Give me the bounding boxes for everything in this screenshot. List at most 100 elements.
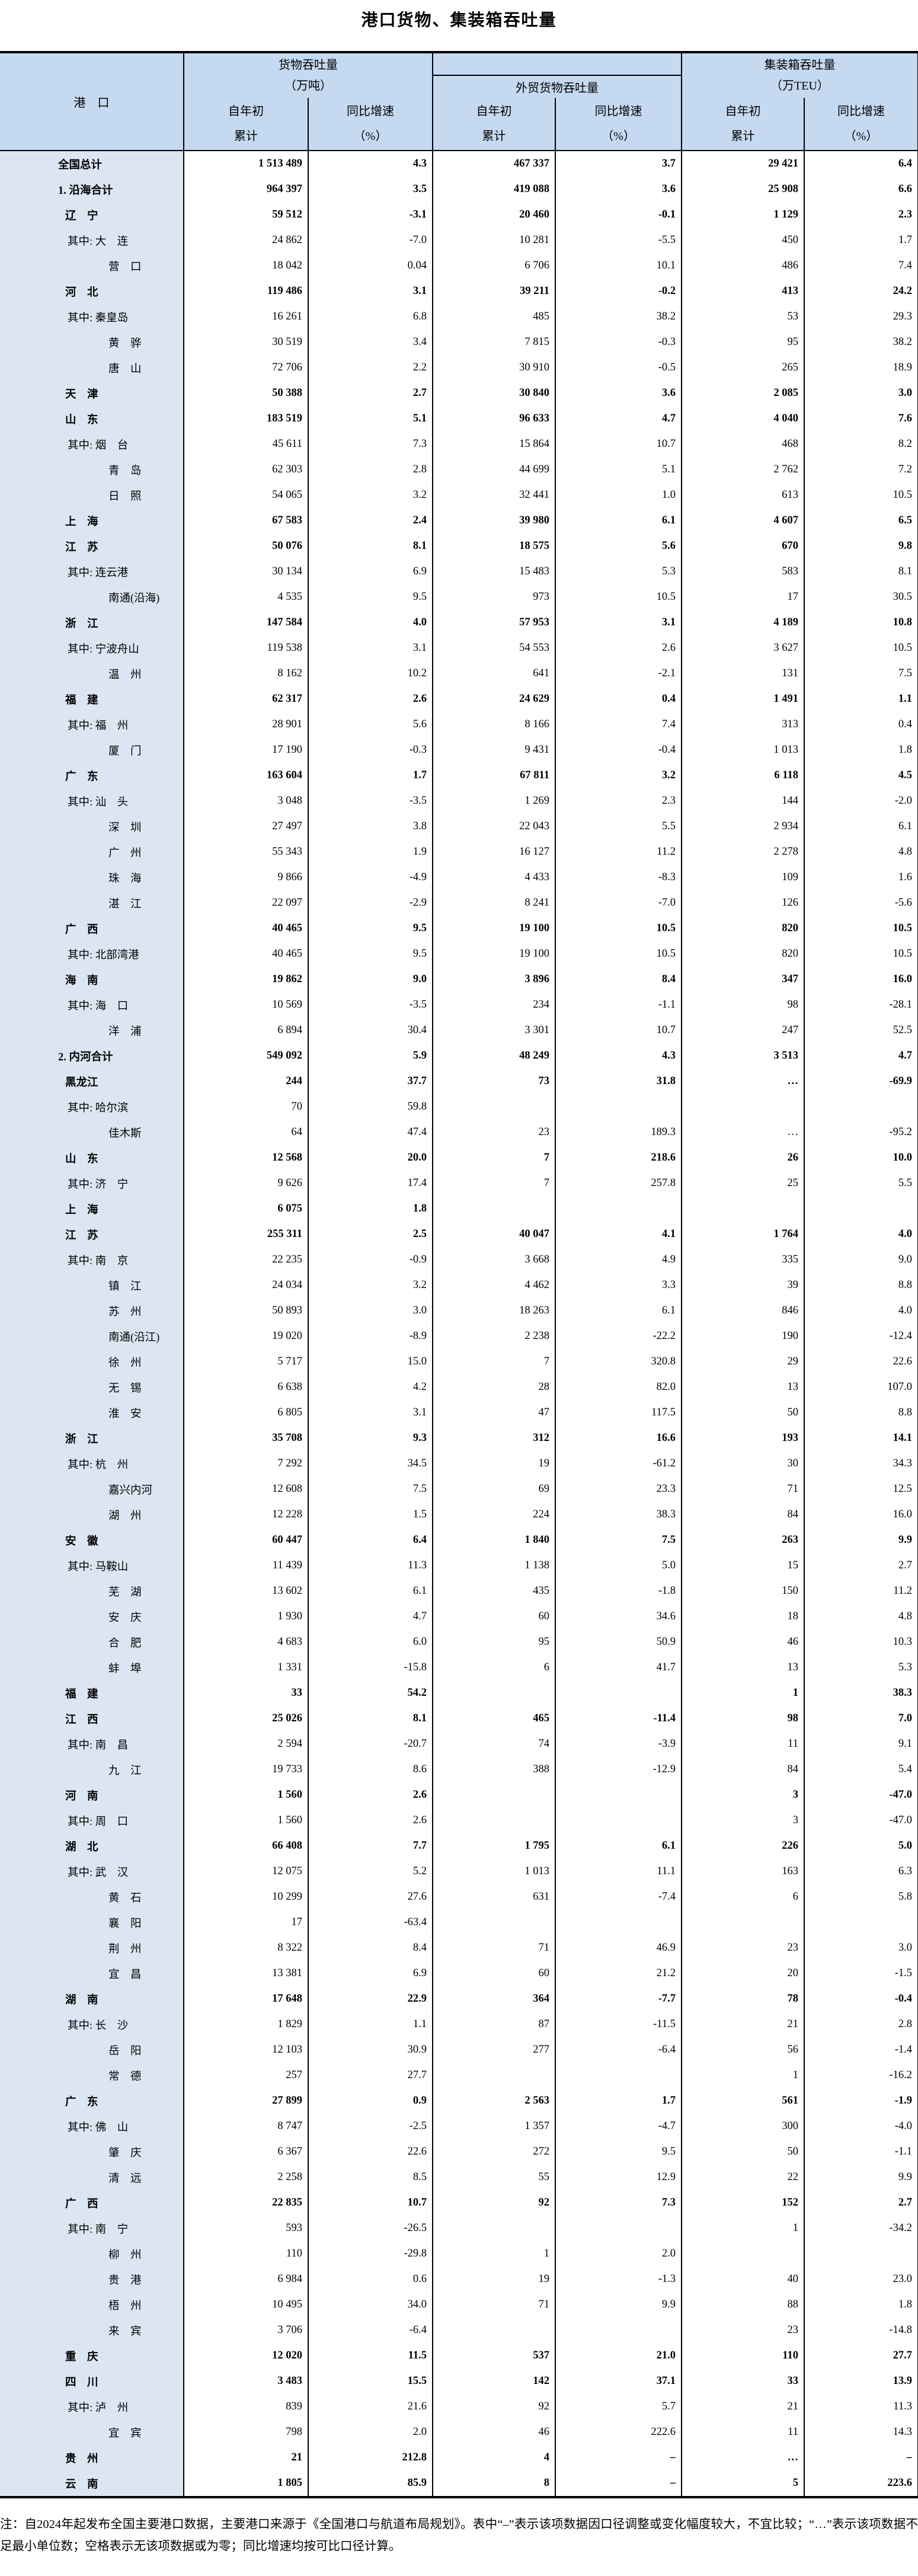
port-label: 宜 宾 bbox=[0, 2420, 184, 2445]
value-cell: 46.9 bbox=[555, 1935, 682, 1961]
table-row: 其中: 秦皇岛 16 261 6.8 485 38.2 53 29.3 bbox=[0, 304, 918, 330]
value-cell: 1 bbox=[681, 1680, 804, 1706]
value-cell: 95 bbox=[432, 1629, 555, 1655]
footnote: 注：自2024年起发布全国主要港口数据，主要港口来源于《全国港口与航道布局规划》… bbox=[0, 2518, 918, 2553]
value-cell: 820 bbox=[681, 916, 804, 941]
column-group-cargo: 货物吞吐量 （万吨） bbox=[183, 52, 433, 98]
value-cell bbox=[432, 1094, 555, 1120]
value-cell: 9 626 bbox=[183, 1171, 308, 1196]
value-cell: 30.5 bbox=[804, 584, 918, 610]
value-cell: 255 311 bbox=[183, 1222, 308, 1247]
value-cell: 247 bbox=[681, 1018, 804, 1043]
value-cell: 87 bbox=[432, 2012, 555, 2037]
value-cell: 11.3 bbox=[804, 2394, 918, 2420]
value-cell: 19 bbox=[432, 2267, 555, 2292]
value-cell: 9.9 bbox=[804, 2165, 918, 2190]
port-label: 全国总计 bbox=[0, 151, 184, 177]
value-cell: 7.7 bbox=[308, 1833, 433, 1859]
value-cell: 11 bbox=[681, 2420, 804, 2445]
port-label: 日 照 bbox=[0, 482, 184, 508]
value-cell: 7.6 bbox=[804, 406, 918, 432]
value-cell: 59 512 bbox=[183, 202, 308, 228]
value-cell: 8.2 bbox=[804, 432, 918, 457]
value-cell: -16.2 bbox=[804, 2063, 918, 2088]
value-cell: 6 118 bbox=[681, 763, 804, 788]
value-cell: 72 706 bbox=[183, 355, 308, 381]
port-label: 来 宾 bbox=[0, 2318, 184, 2343]
value-cell: -3.9 bbox=[555, 1731, 682, 1757]
value-cell: 37.1 bbox=[555, 2369, 682, 2394]
port-label: 安 庆 bbox=[0, 1604, 184, 1629]
value-cell: 40 465 bbox=[183, 916, 308, 941]
value-cell: 313 bbox=[681, 712, 804, 737]
value-cell: 96 633 bbox=[432, 406, 555, 432]
value-cell: 7.5 bbox=[804, 661, 918, 686]
value-cell bbox=[681, 1196, 804, 1222]
value-cell: 5.5 bbox=[555, 814, 682, 839]
table-row: 湛 江 22 097 -2.9 8 241 -7.0 126 -5.6 bbox=[0, 890, 918, 916]
value-cell: 10.5 bbox=[804, 482, 918, 508]
value-cell: 44 699 bbox=[432, 457, 555, 482]
table-row: 山 东 183 519 5.1 96 633 4.7 4 040 7.6 bbox=[0, 406, 918, 432]
value-cell: 9.8 bbox=[804, 533, 918, 559]
value-cell bbox=[432, 2318, 555, 2343]
value-cell bbox=[432, 1782, 555, 1808]
value-cell: 39 bbox=[681, 1273, 804, 1298]
table-row: 其中: 泸 州 839 21.6 92 5.7 21 11.3 bbox=[0, 2394, 918, 2420]
value-cell: 22 043 bbox=[432, 814, 555, 839]
table-row: 浙 江 35 708 9.3 312 16.6 193 14.1 bbox=[0, 1426, 918, 1451]
value-cell: 820 bbox=[681, 941, 804, 967]
value-cell: 82.0 bbox=[555, 1375, 682, 1400]
value-cell: 549 092 bbox=[183, 1043, 308, 1069]
value-cell: 8.8 bbox=[804, 1400, 918, 1426]
value-cell: -3.1 bbox=[308, 202, 433, 228]
value-cell: 6.4 bbox=[308, 1527, 433, 1553]
value-cell: 6.1 bbox=[308, 1578, 433, 1604]
table-row: 广 东 163 604 1.7 67 811 3.2 6 118 4.5 bbox=[0, 763, 918, 788]
table-row: 唐 山 72 706 2.2 30 910 -0.5 265 18.9 bbox=[0, 355, 918, 381]
table-row: 2. 内河合计 549 092 5.9 48 249 4.3 3 513 4.7 bbox=[0, 1043, 918, 1069]
value-cell: -26.5 bbox=[308, 2216, 433, 2241]
value-cell: 107.0 bbox=[804, 1375, 918, 1400]
table-row: 常 德 257 27.7 1 -16.2 bbox=[0, 2063, 918, 2088]
value-cell: -61.2 bbox=[555, 1451, 682, 1476]
value-cell: 117.5 bbox=[555, 1400, 682, 1426]
table-row: 重 庆 12 020 11.5 537 21.0 110 27.7 bbox=[0, 2343, 918, 2369]
value-cell: 17 190 bbox=[183, 737, 308, 763]
value-cell: 1 513 489 bbox=[183, 151, 308, 177]
value-cell: 142 bbox=[432, 2369, 555, 2394]
value-cell bbox=[555, 1680, 682, 1706]
value-cell: 9.1 bbox=[804, 1731, 918, 1757]
value-cell: 16 261 bbox=[183, 304, 308, 330]
port-label: 黄 石 bbox=[0, 1884, 184, 1910]
value-cell: 2 762 bbox=[681, 457, 804, 482]
table-row: 青 岛 62 303 2.8 44 699 5.1 2 762 7.2 bbox=[0, 457, 918, 482]
value-cell: -22.2 bbox=[555, 1324, 682, 1349]
value-cell: 119 486 bbox=[183, 279, 308, 304]
value-cell: 23 bbox=[681, 2318, 804, 2343]
value-cell: -69.9 bbox=[804, 1069, 918, 1094]
table-row: 江 苏 255 311 2.5 40 047 4.1 1 764 4.0 bbox=[0, 1222, 918, 1247]
port-label: 浙 江 bbox=[0, 610, 184, 635]
value-cell: 24.2 bbox=[804, 279, 918, 304]
value-cell: 24 862 bbox=[183, 228, 308, 253]
value-cell: 2.3 bbox=[804, 202, 918, 228]
value-cell: 1 930 bbox=[183, 1604, 308, 1629]
value-cell: 10.8 bbox=[804, 610, 918, 635]
value-cell: 3.5 bbox=[308, 177, 433, 202]
value-cell: 631 bbox=[432, 1884, 555, 1910]
value-cell bbox=[432, 1196, 555, 1222]
value-cell: 1.7 bbox=[308, 763, 433, 788]
table-row: 其中: 海 口 10 569 -3.5 234 -1.1 98 -28.1 bbox=[0, 992, 918, 1018]
value-cell: 1 560 bbox=[183, 1808, 308, 1833]
value-cell: 18 bbox=[681, 1604, 804, 1629]
value-cell: 27 497 bbox=[183, 814, 308, 839]
port-label: 贵 港 bbox=[0, 2267, 184, 2292]
value-cell: 4.7 bbox=[555, 406, 682, 432]
value-cell: 6 bbox=[681, 1884, 804, 1910]
value-cell: -6.4 bbox=[308, 2318, 433, 2343]
value-cell: 163 604 bbox=[183, 763, 308, 788]
